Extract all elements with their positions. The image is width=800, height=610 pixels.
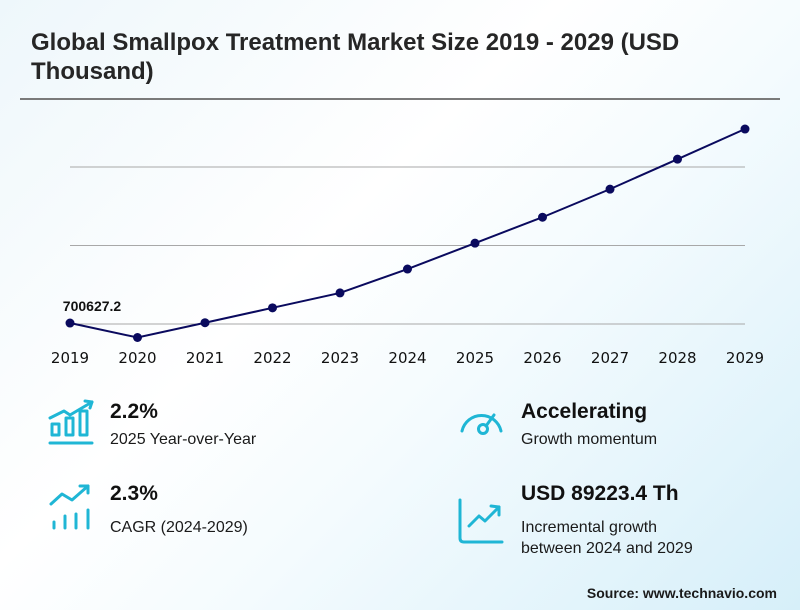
chart-title: Global Smallpox Treatment Market Size 20… [31,29,680,85]
line-chart: 700627.2 2019 2020 2021 2022 2023 2024 2025 202… [51,124,764,367]
stat-cagr: 2.3% CAGR (2024-2029) [46,482,376,542]
data-point-2019 [65,318,75,328]
stat-value: USD 89223.4 Th [521,482,679,505]
data-point-2022 [268,303,277,313]
data-point-2026 [538,212,547,222]
data-point-2027 [605,184,615,194]
stat-value: Accelerating [521,400,648,423]
data-labels: 700627.2 [63,298,122,314]
line-chart-up-icon [456,496,506,546]
stat-description: Growth momentum [521,431,658,448]
stat-description: Incremental growth [521,519,658,536]
stat-incremental-growth: USD 89223.4 Th Incremental growth betwee… [456,482,786,562]
stat-yoy: 2.2% 2025 Year-over-Year [46,398,376,458]
trend-up-bars-icon [46,482,96,532]
x-tick-label: 2029 [726,349,764,367]
x-tick-label: 2025 [456,349,494,367]
data-point-2029 [740,124,750,134]
x-tick-label: 2022 [253,349,291,367]
x-tick-label: 2023 [321,349,359,367]
x-tick-label: 2024 [388,349,426,367]
source-credit: Source: www.technavio.com [586,585,777,601]
bar-chart-growth-icon [46,398,96,448]
data-point-2021 [200,318,210,328]
data-point-2023 [335,288,345,298]
x-tick-label: 2021 [186,349,224,367]
speedometer-icon [456,398,506,448]
x-tick-label: 2027 [591,349,629,367]
title-divider [20,98,780,100]
stat-momentum: Accelerating Growth momentum [456,398,786,458]
x-tick-label: 2026 [523,349,561,367]
gridlines [70,166,745,325]
data-point-2024 [403,264,412,274]
stat-description-line2: between 2024 and 2029 [521,540,693,557]
series-line [69,128,746,339]
stat-value: 2.2% [110,400,158,423]
data-points [65,124,750,343]
data-point-2028 [673,154,682,164]
x-tick-label: 2020 [118,349,156,367]
stat-description: 2025 Year-over-Year [110,431,257,448]
x-axis-ticks: 2019 2020 2021 2022 2023 2024 2025 2026 2027 2028… [51,349,764,367]
data-label: 700627.2 [63,298,122,314]
data-point-2020 [133,333,142,343]
x-tick-label: 2028 [658,349,696,367]
stat-value: 2.3% [110,482,158,505]
stat-description: CAGR (2024-2029) [110,519,248,536]
x-tick-label: 2019 [51,349,89,367]
data-point-2025 [470,238,480,248]
